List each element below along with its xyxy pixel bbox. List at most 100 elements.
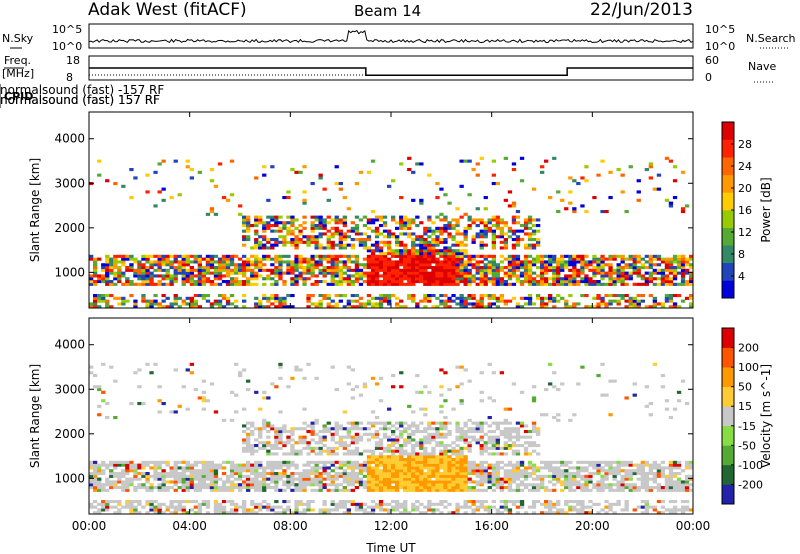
power-cell [568,305,573,309]
power-cell [161,159,166,163]
power-cell [177,268,182,272]
power-cell [387,184,392,188]
velocity-cell [274,483,279,487]
power-cell [189,274,194,278]
velocity-cell [97,469,102,473]
velocity-cell [491,483,496,487]
velocity-cell [463,460,468,464]
power-cell [318,294,323,298]
power-cell [511,260,517,264]
power-cell [366,260,372,264]
velocity-cell [165,474,170,478]
power-cell [185,165,190,169]
velocity-cell [113,463,118,467]
power-cell [415,268,420,272]
velocity-cell [471,435,476,439]
power-cell [427,299,432,303]
power-cell [387,229,392,233]
power-cell [419,274,424,278]
power-cell [105,179,110,183]
velocity-cell [318,438,323,442]
power-cell [515,240,521,244]
velocity-cell [689,483,694,487]
velocity-cell [564,477,569,481]
power-cell [568,294,573,298]
power-cell [620,268,625,272]
velocity-cell [511,452,517,456]
power-cell [314,305,319,309]
velocity-cell [443,500,448,504]
velocity-cell [592,460,597,464]
power-cell [672,268,678,272]
velocity-cell [491,446,496,450]
velocity-cell [342,505,347,509]
velocity-cell [310,500,315,504]
velocity-cell [242,463,247,467]
freq-line [89,67,693,76]
velocity-cell [382,480,388,484]
velocity-cell [342,486,347,490]
velocity-cell [302,472,307,476]
velocity-cell [189,469,194,473]
power-cell [689,257,694,261]
power-cell [499,282,504,286]
power-cell [153,260,158,264]
power-cell [326,243,331,247]
power-cell [270,238,275,242]
velocity-cell [503,407,508,411]
velocity-cell [314,466,319,470]
velocity-cell [648,486,653,490]
power-cell [209,282,215,286]
velocity-cell [459,469,464,473]
velocity-cell [387,407,392,411]
velocity-cell [246,421,251,425]
power-cell [201,257,206,261]
velocity-cell [125,477,130,481]
power-cell [584,263,589,267]
velocity-cell [274,385,279,389]
velocity-cell [560,480,565,484]
velocity-cell [431,438,436,442]
velocity-cell [153,460,158,464]
power-cell [419,235,424,239]
velocity-cell [499,488,504,492]
velocity-cell [507,421,513,425]
power-cell [491,296,496,300]
power-cell [250,268,255,272]
velocity-cell [266,472,271,476]
velocity-cell [350,449,355,453]
power-cell [129,196,134,200]
power-cell [149,274,154,278]
power-cell [431,266,436,270]
power-cell [515,274,521,278]
velocity-cell [250,444,255,448]
power-cell [467,263,472,267]
velocity-cell [318,466,323,470]
power-cell [141,254,146,258]
power-cell [185,260,190,264]
power-cell [322,218,327,222]
velocity-cell [250,486,255,490]
velocity-cell [157,502,162,506]
power-cell [242,238,247,242]
velocity-cell [370,410,376,414]
velocity-cell [415,466,420,470]
velocity-cell [411,480,416,484]
velocity-cell [463,446,468,450]
power-cell [238,263,243,267]
velocity-cell [290,511,295,515]
power-cell [656,302,662,306]
velocity-cell [274,486,279,490]
velocity-cell [415,455,420,459]
power-cell [234,268,239,272]
velocity-cell [419,452,424,456]
power-cell [487,254,492,258]
velocity-cell [221,505,227,509]
velocity-cell [302,376,307,380]
velocity-cell [382,486,388,490]
power-cell [435,226,440,230]
velocity-cell [507,460,513,464]
velocity-cell [556,480,561,484]
power-cell [616,271,621,275]
velocity-cell [507,500,513,504]
